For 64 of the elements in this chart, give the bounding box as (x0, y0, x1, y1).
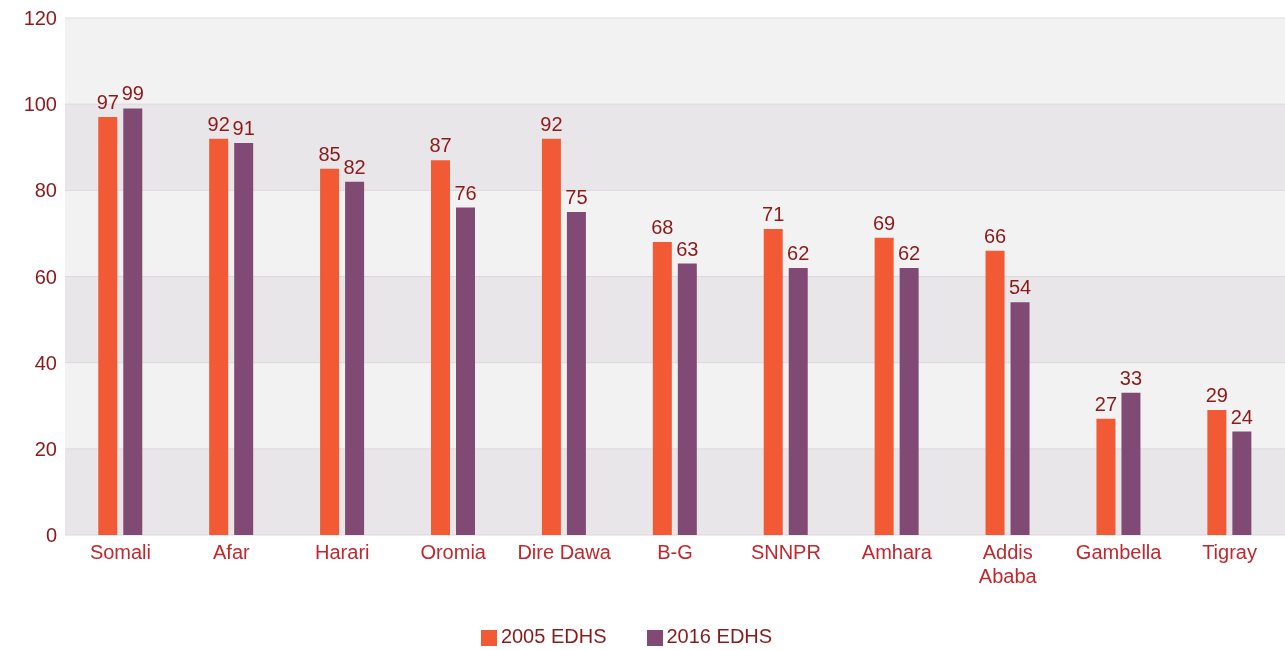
y-tick-label: 0 (45, 524, 57, 547)
bar (763, 229, 783, 535)
data-label: 62 (898, 241, 921, 264)
x-tick-label: Oromia (420, 541, 487, 563)
x-tick-label: B-G (657, 541, 693, 563)
bar (985, 250, 1005, 535)
data-label: 97 (96, 91, 119, 114)
data-label: 76 (454, 181, 477, 204)
bar (123, 108, 143, 535)
bar (677, 263, 697, 535)
bar (431, 160, 450, 535)
data-label: 87 (429, 134, 452, 157)
bar (1010, 302, 1030, 535)
x-tick-label: Afar (213, 541, 251, 563)
x-tick-label: Gambella (1075, 541, 1163, 563)
data-label: 33 (1119, 366, 1143, 389)
bar (209, 138, 229, 535)
x-tick-label: Tigray (1202, 541, 1257, 563)
data-label: 92 (540, 112, 563, 135)
data-label: 29 (1205, 384, 1228, 407)
bar (1232, 431, 1252, 535)
x-tick-label: Addis Ababa (978, 541, 1038, 587)
data-label: 85 (318, 142, 341, 165)
bar (874, 237, 894, 535)
bar (456, 207, 475, 535)
x-tick-label: SNNPR (750, 541, 821, 563)
y-tick-label: 60 (34, 265, 57, 288)
bar (1121, 392, 1141, 535)
bar (1207, 410, 1227, 535)
data-label: 69 (873, 211, 896, 234)
x-tick-label: Harari (315, 541, 370, 563)
bar (788, 267, 808, 535)
bar (345, 181, 365, 535)
y-tick-label: 20 (34, 437, 57, 460)
bar (1096, 418, 1116, 535)
data-label: 62 (787, 241, 810, 264)
y-tick-label: 40 (34, 351, 57, 374)
bar (899, 267, 919, 535)
data-label: 82 (343, 155, 366, 178)
bar (320, 168, 340, 535)
bar (98, 117, 118, 535)
data-label: 92 (207, 112, 230, 135)
x-tick-label: Dire Dawa (517, 541, 612, 563)
bar (652, 242, 672, 535)
data-label: 63 (676, 237, 699, 260)
data-label: 68 (651, 216, 674, 239)
legend-label: 2016 EDHS (666, 625, 773, 647)
y-tick-label: 80 (34, 179, 57, 202)
data-label: 24 (1230, 405, 1253, 428)
data-label: 54 (1008, 276, 1032, 299)
data-label: 66 (983, 224, 1007, 247)
data-label: 75 (565, 185, 588, 208)
data-label: 91 (232, 116, 255, 139)
y-tick-label: 100 (23, 93, 57, 116)
y-tick-label: 120 (23, 7, 57, 30)
bar (541, 138, 561, 535)
bar (566, 211, 586, 535)
x-tick-label: Amhara (861, 541, 933, 563)
data-label: 99 (121, 82, 144, 105)
data-label: 27 (1094, 392, 1118, 415)
x-tick-label: Somali (89, 541, 152, 563)
data-label: 71 (762, 203, 785, 226)
legend-label: 2005 EDHS (500, 625, 607, 647)
bar (234, 142, 254, 535)
